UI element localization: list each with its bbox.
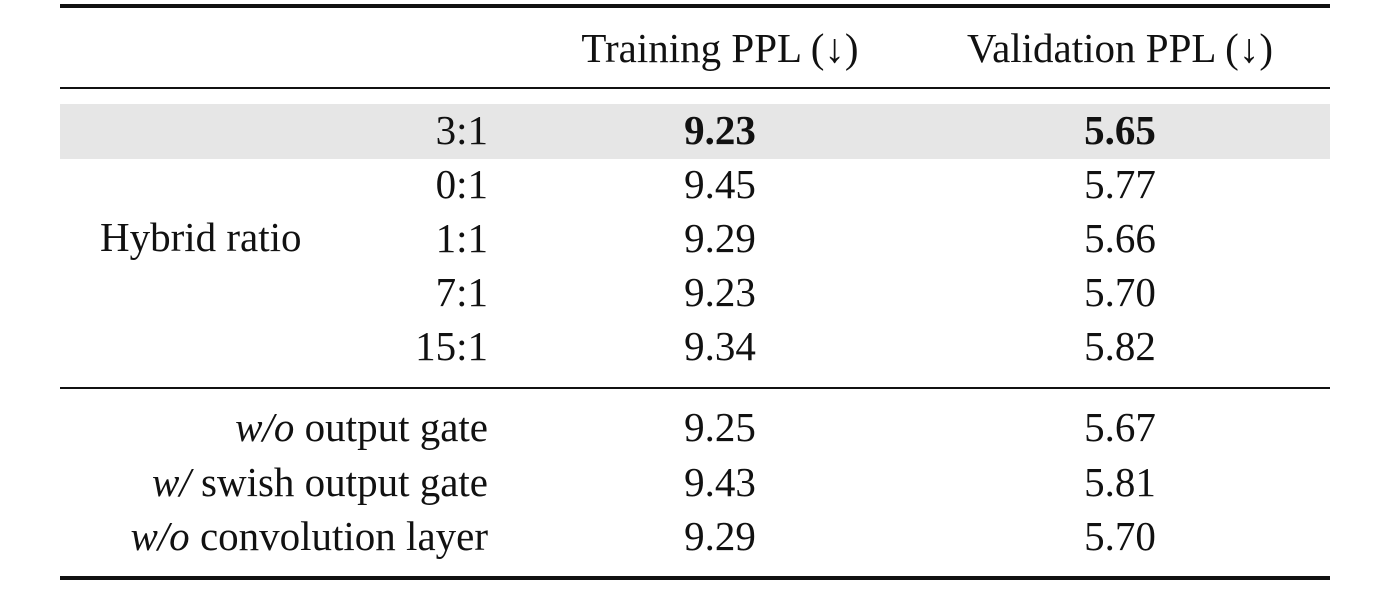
header-validation-ppl: Validation PPL (↓)	[967, 25, 1273, 71]
hybrid-ratio-label: Hybrid ratio	[100, 214, 302, 260]
validation-ppl-cell: 5.70	[1084, 269, 1156, 315]
header-rule	[60, 87, 1330, 89]
training-ppl-cell: 9.45	[684, 161, 756, 207]
highlighted-row-background	[60, 104, 1330, 159]
variant-prefix: w/o	[130, 513, 190, 559]
validation-ppl-cell: 5.65	[1084, 107, 1156, 153]
training-ppl-cell: 9.34	[684, 323, 756, 369]
ratio-cell: 3:1	[435, 107, 488, 153]
validation-ppl-cell: 5.70	[1084, 513, 1156, 559]
section-rule	[60, 387, 1330, 389]
variant-prefix: w/o	[235, 404, 295, 450]
validation-ppl-cell: 5.82	[1084, 323, 1156, 369]
training-ppl-cell: 9.29	[684, 513, 756, 559]
ratio-cell: 1:1	[435, 215, 488, 261]
training-ppl-cell: 9.23	[684, 269, 756, 315]
ratio-cell: 7:1	[435, 269, 488, 315]
validation-ppl-cell: 5.77	[1084, 161, 1156, 207]
variant-text: convolution layer	[189, 513, 488, 559]
variant-prefix: w/	[152, 459, 191, 505]
variant-label: w/ swish output gate	[60, 455, 488, 509]
top-rule	[60, 4, 1330, 8]
header-training-ppl: Training PPL (↓)	[581, 25, 859, 71]
ratio-cell: 15:1	[415, 323, 488, 369]
variant-text: output gate	[294, 404, 488, 450]
validation-ppl-cell: 5.67	[1084, 404, 1156, 450]
training-ppl-cell: 9.23	[684, 107, 756, 153]
validation-ppl-cell: 5.66	[1084, 215, 1156, 261]
bottom-rule	[60, 576, 1330, 580]
variant-label: w/o convolution layer	[60, 509, 488, 563]
ratio-cell: 0:1	[435, 161, 488, 207]
variant-text: swish output gate	[190, 459, 488, 505]
training-ppl-cell: 9.29	[684, 215, 756, 261]
training-ppl-cell: 9.43	[684, 459, 756, 505]
training-ppl-cell: 9.25	[684, 404, 756, 450]
variant-label: w/o output gate	[60, 400, 488, 454]
validation-ppl-cell: 5.81	[1084, 459, 1156, 505]
